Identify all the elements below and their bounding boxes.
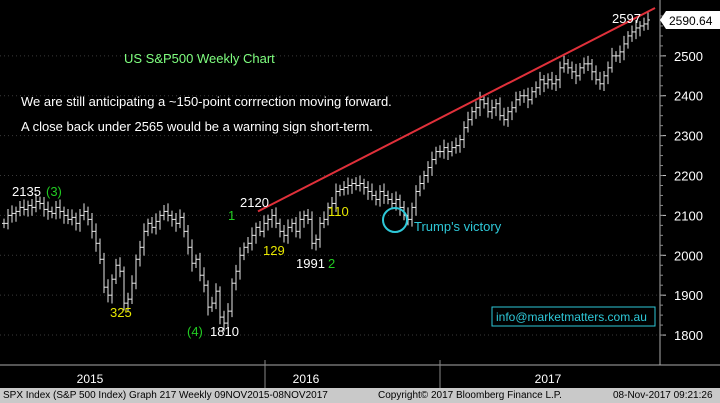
x-axis: 2015 2016 2017 (0, 360, 720, 388)
annotation-label: 1810 (210, 324, 239, 339)
chart-notes: US S&P500 Weekly Chart We are still antic… (21, 51, 392, 134)
annotation-label: 2 (328, 256, 335, 271)
x-year-label: 2017 (535, 372, 562, 386)
annotation-label: (3) (46, 184, 62, 199)
annotation-label: 2120 (240, 195, 269, 210)
y-tick-label: 2400 (674, 89, 703, 104)
annotation-label: 325 (110, 305, 132, 320)
annotation-label: 1991 (296, 256, 325, 271)
x-year-label: 2015 (77, 372, 104, 386)
price-bars (2, 11, 650, 332)
footer-copyright: Copyright© 2017 Bloomberg Finance L.P. (378, 390, 562, 401)
annotation-label: 1 (228, 208, 235, 223)
chart: 180019002000210022002300240025002590.64 … (0, 0, 720, 388)
watermark-box (491, 306, 656, 327)
chart-title: US S&P500 Weekly Chart (124, 51, 275, 66)
x-year-label: 2016 (293, 372, 320, 386)
y-tick-label: 1900 (674, 288, 703, 303)
y-tick-label: 2200 (674, 169, 703, 184)
annotation-label: 110 (328, 204, 349, 219)
annotation-label: (4) (187, 324, 203, 339)
footer-bar: SPX Index (S&P 500 Index) Graph 217 Week… (0, 388, 720, 403)
annotation-label: 2135 (12, 184, 41, 199)
y-tick-label: 2300 (674, 129, 703, 144)
note-line: A close back under 2565 would be a warni… (21, 119, 373, 134)
y-axis: 1800 1900 2000 2100 2200 2300 2400 2500 2590.64 (659, 0, 720, 365)
y-tick-label: 1800 (674, 328, 703, 343)
trump-victory-circle (382, 207, 408, 233)
y-tick-label: 2500 (674, 49, 703, 64)
annotation-label: 2597 (612, 11, 641, 26)
footer-timestamp: 08-Nov-2017 09:21:26 (613, 390, 713, 401)
trendline (257, 7, 656, 213)
annotations: 2135 (3) 325 (4) 1810 1 2120 129 1991 2 110 Trump's… (12, 11, 656, 339)
y-tick-label: 2000 (674, 248, 703, 263)
annotation-label: 129 (263, 243, 285, 258)
watermark-text: info@marketmatters.com.au (496, 310, 647, 324)
y-tick-label: 2100 (674, 208, 703, 223)
footer-description: SPX Index (S&P 500 Index) Graph 217 Week… (3, 390, 328, 401)
last-price-box (660, 10, 720, 29)
note-line: We are still anticipating a ~150-point c… (21, 94, 392, 109)
last-price-label: 2590.64 (669, 14, 713, 28)
annotation-label: Trump's victory (414, 219, 502, 234)
